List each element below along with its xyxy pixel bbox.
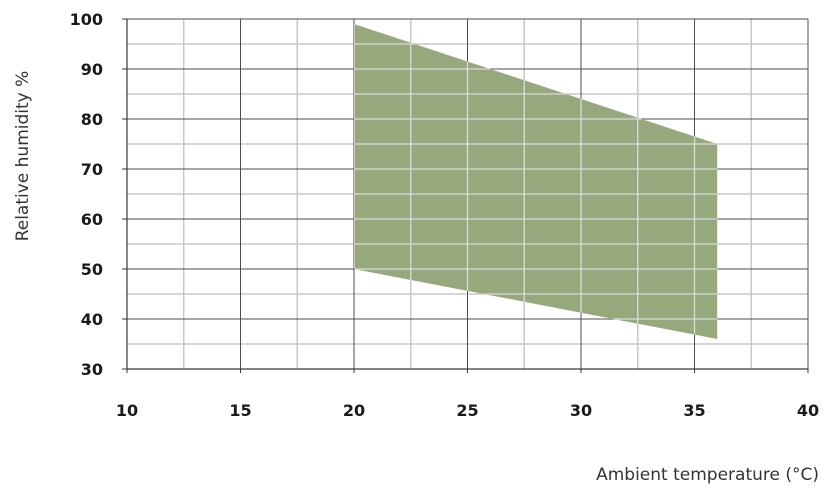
- y-tick-label: 100: [70, 10, 103, 29]
- y-tick-label: 30: [81, 360, 103, 379]
- y-axis-title: Relative humidity %: [13, 71, 33, 242]
- x-tick-label: 35: [683, 401, 705, 420]
- x-tick-label: 25: [456, 401, 478, 420]
- x-tick-label: 20: [343, 401, 365, 420]
- x-tick-label: 10: [116, 401, 138, 420]
- x-tick-labels: 10 15 20 25 30 35 40: [116, 369, 819, 420]
- x-tick-label: 40: [797, 401, 819, 420]
- y-tick-label: 90: [81, 60, 103, 79]
- y-tick-label: 70: [81, 160, 103, 179]
- y-tick-label: 40: [81, 310, 103, 329]
- x-tick-label: 15: [229, 401, 251, 420]
- y-tick-label: 50: [81, 260, 103, 279]
- x-tick-label: 30: [570, 401, 592, 420]
- y-tick-labels: 100 90 80 70 60 50 40 30: [70, 10, 127, 379]
- y-tick-label: 80: [81, 110, 103, 129]
- operating-region: [354, 24, 718, 339]
- x-axis-title: Ambient temperature (°C): [596, 465, 819, 485]
- y-tick-label: 60: [81, 210, 103, 229]
